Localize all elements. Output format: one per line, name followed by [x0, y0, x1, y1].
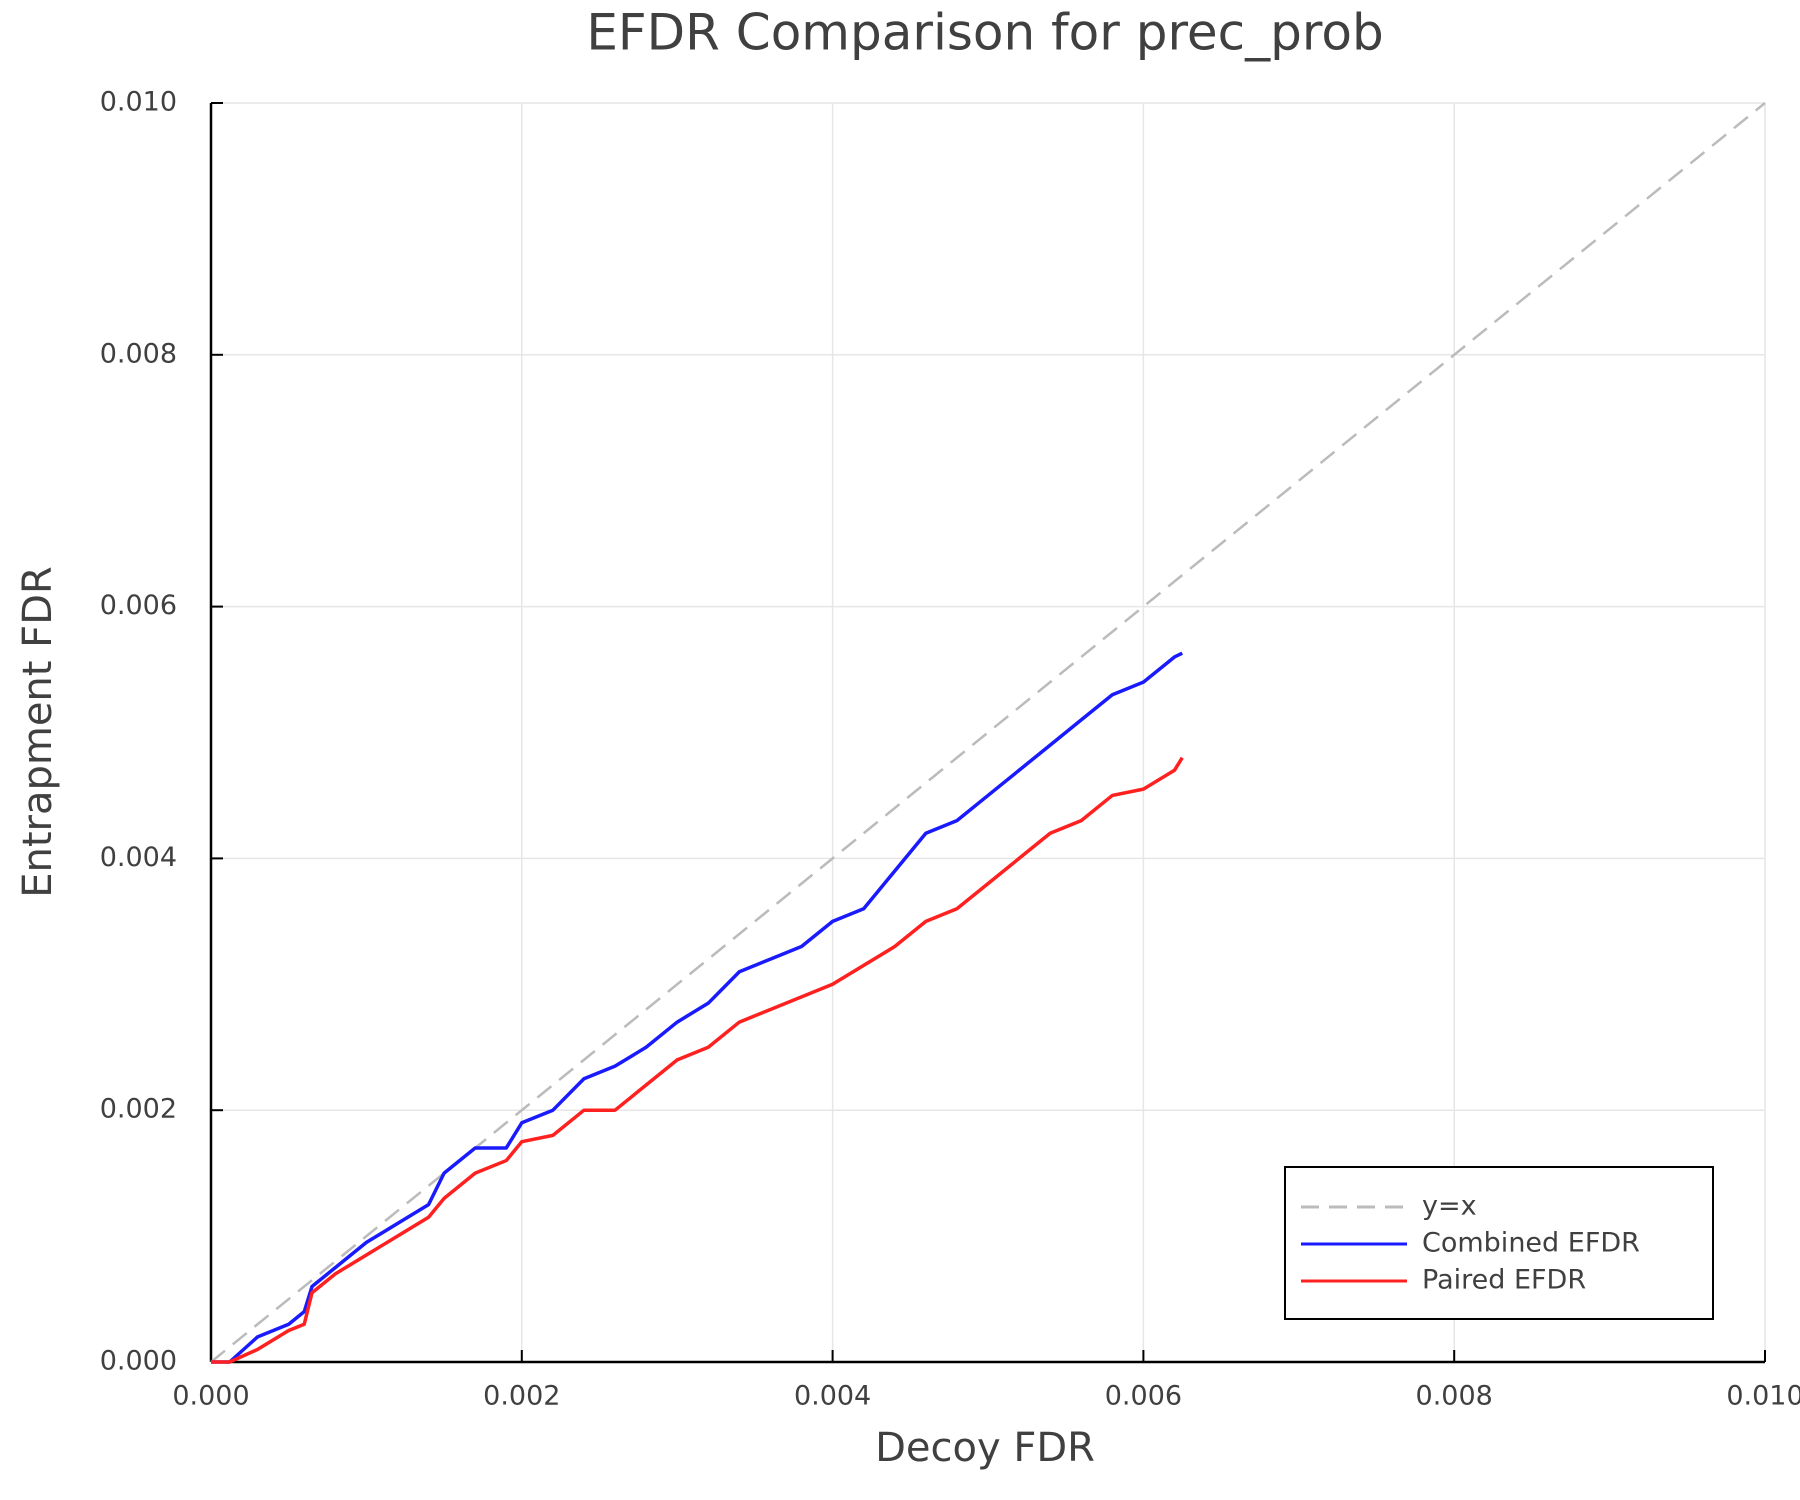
y-tick-label: 0.008: [100, 338, 177, 369]
series-line: [211, 651, 1184, 1364]
y-tick-label: 0.010: [100, 87, 177, 118]
series-line: [211, 756, 1184, 1364]
y-axis-label: Entrapment FDR: [15, 566, 61, 898]
x-tick-label: 0.008: [1416, 1381, 1493, 1412]
x-tick-label: 0.000: [172, 1381, 249, 1412]
legend-label: y=x: [1422, 1191, 1477, 1222]
x-tick-label: 0.002: [483, 1381, 560, 1412]
y-tick-label: 0.004: [100, 842, 177, 873]
x-axis-label: Decoy FDR: [875, 1425, 1095, 1471]
x-tick-label: 0.004: [794, 1381, 871, 1412]
chart-title: EFDR Comparison for prec_prob: [586, 4, 1383, 62]
y-tick-label: 0.000: [100, 1346, 177, 1377]
series-line: [210, 102, 1766, 1363]
legend-label: Combined EFDR: [1422, 1228, 1640, 1259]
legend-label: Paired EFDR: [1422, 1265, 1586, 1296]
y-tick-label: 0.006: [100, 590, 177, 621]
x-tick-label: 0.010: [1726, 1381, 1800, 1412]
x-tick-label: 0.006: [1105, 1381, 1182, 1412]
y-tick-label: 0.002: [100, 1094, 177, 1125]
